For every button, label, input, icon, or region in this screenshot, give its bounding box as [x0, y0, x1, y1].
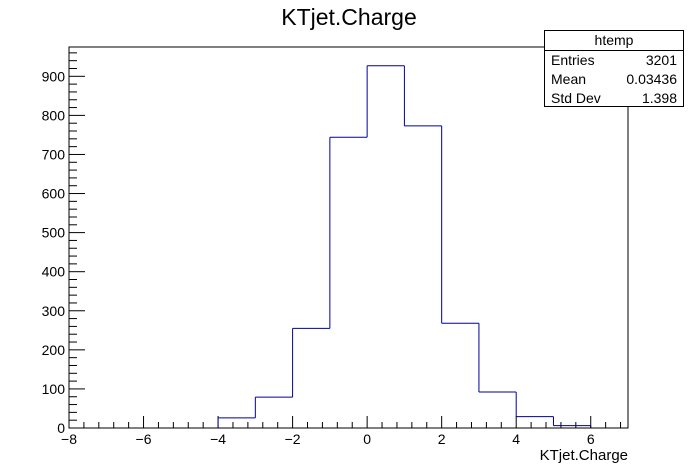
stats-row-mean: Mean 0.03436: [545, 70, 683, 89]
y-tick-label: 800: [42, 107, 66, 123]
x-tick-label: 6: [587, 431, 595, 447]
y-tick-label: 300: [42, 303, 66, 319]
stats-label: Mean: [551, 71, 587, 87]
stats-row-entries: Entries 3201: [545, 51, 683, 70]
x-tick-label: −4: [210, 431, 226, 447]
stats-label: Entries: [551, 52, 595, 68]
plot-frame: [68, 46, 629, 429]
stats-value: 1.398: [641, 90, 677, 106]
x-tick-label: −2: [285, 431, 301, 447]
stats-value: 0.03436: [626, 71, 677, 87]
stats-title: htemp: [545, 31, 683, 51]
x-tick-label: 2: [438, 431, 446, 447]
x-tick-label: −6: [136, 431, 152, 447]
x-tick-label: −8: [61, 431, 77, 447]
x-axis-label: KTjet.Charge: [540, 447, 628, 464]
x-tick-label: 0: [363, 431, 371, 447]
stats-box: htemp Entries 3201 Mean 0.03436 Std Dev …: [544, 30, 684, 107]
stats-row-stddev: Std Dev 1.398: [545, 89, 683, 108]
y-tick-label: 200: [42, 342, 66, 358]
chart-title: KTjet.Charge: [281, 4, 417, 30]
x-tick-label: 4: [512, 431, 520, 447]
stats-value: 3201: [645, 52, 677, 68]
stats-label: Std Dev: [551, 90, 601, 106]
y-tick-label: 500: [42, 225, 66, 241]
y-tick-label: 900: [42, 68, 66, 84]
y-tick-label: 0: [57, 420, 65, 436]
y-tick-label: 100: [42, 381, 66, 397]
y-tick-label: 700: [42, 146, 66, 162]
y-tick-label: 600: [42, 186, 66, 202]
y-tick-label: 400: [42, 264, 66, 280]
